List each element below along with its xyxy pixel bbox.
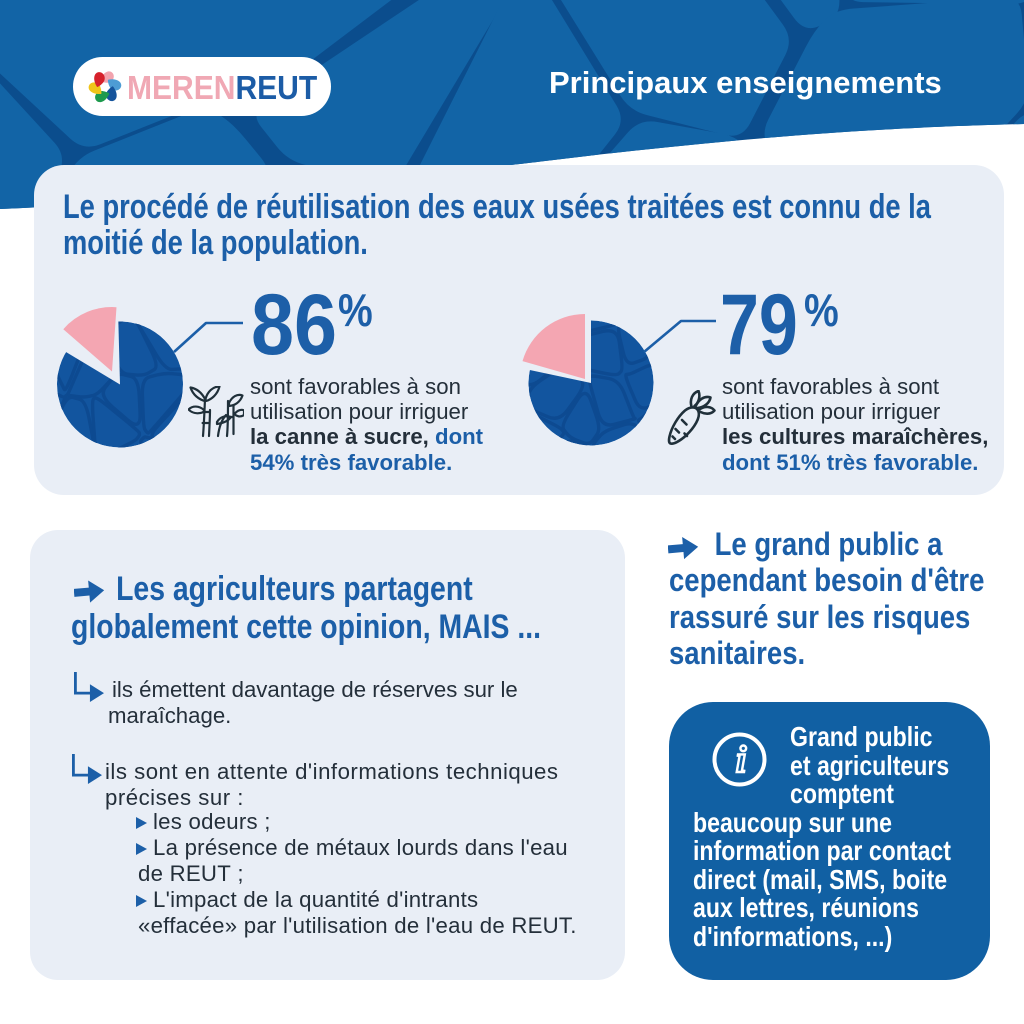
svg-text:i: i [736,739,747,781]
